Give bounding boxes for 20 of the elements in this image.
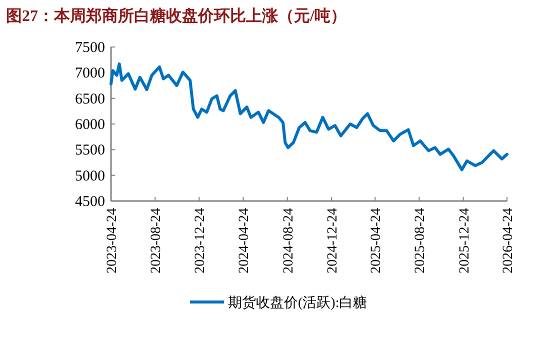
- y-tick-label: 5000: [75, 168, 105, 184]
- x-tick-label: 2023-12-24: [193, 208, 208, 274]
- x-tick-label: 2025-12-24: [457, 208, 472, 274]
- y-tick-label: 7000: [75, 66, 105, 82]
- x-tick-label: 2023-04-24: [105, 208, 120, 274]
- y-tick-label: 5500: [75, 142, 105, 159]
- line-series: [110, 62, 508, 172]
- x-tick-label: 2026-04-24: [501, 208, 516, 274]
- x-tick-label: 2023-08-24: [149, 208, 164, 274]
- legend-label: 期货收盘价(活跃):白糖: [228, 295, 368, 311]
- chart-title: 图27：本周郑商所白糖收盘价环比上涨（元/吨）: [6, 7, 346, 25]
- x-tick-label: 2024-04-24: [237, 208, 252, 274]
- x-tick-label: 2025-08-24: [413, 208, 428, 274]
- x-tick-label: 2024-12-24: [325, 208, 340, 274]
- x-tick-label: 2024-08-24: [281, 208, 296, 274]
- x-tick-label: 2025-04-24: [369, 208, 384, 274]
- y-tick-label: 7500: [75, 40, 105, 56]
- y-tick-label: 6500: [75, 91, 105, 108]
- y-tick-label: 6000: [75, 117, 105, 133]
- y-tick-label: 4500: [75, 194, 105, 210]
